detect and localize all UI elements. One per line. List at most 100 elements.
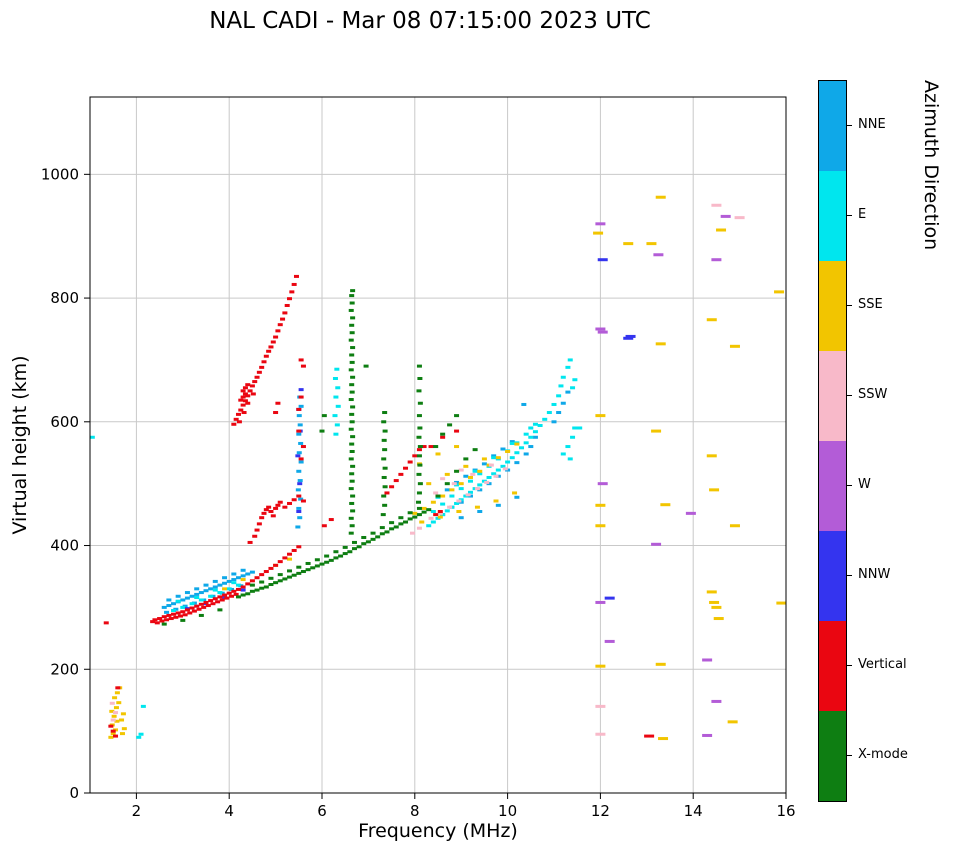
data-point-e <box>198 598 204 602</box>
data-point-x-mode <box>382 503 388 507</box>
data-point-vertical <box>256 522 262 526</box>
data-point-e <box>231 581 237 585</box>
x-tick-label: 4 <box>224 802 234 820</box>
data-point-x-mode <box>314 564 320 568</box>
data-point-vertical <box>298 457 304 461</box>
data-point-e <box>175 599 181 603</box>
data-point-vertical <box>328 518 334 522</box>
data-point-x-mode <box>435 494 441 498</box>
data-point-x-mode <box>349 449 355 453</box>
data-point-sse <box>658 737 669 741</box>
data-point-e <box>333 432 339 436</box>
data-point-x-mode <box>370 531 376 535</box>
data-point-nne <box>212 579 218 583</box>
data-point-sse <box>463 464 469 468</box>
data-point-nne <box>477 510 483 514</box>
data-point-nne <box>240 574 246 578</box>
data-point-sse <box>595 503 606 507</box>
data-point-x-mode <box>296 571 302 575</box>
data-point-x-mode <box>259 580 265 584</box>
data-point-nnw <box>297 482 303 486</box>
data-point-ssw <box>734 216 745 220</box>
colorbar-label-ssw: SSW <box>858 387 888 402</box>
data-point-nne <box>296 432 302 436</box>
data-point-ssw <box>474 487 480 491</box>
data-point-x-mode <box>319 429 325 433</box>
colorbar-segment-nne <box>819 81 846 171</box>
data-point-e <box>565 445 571 449</box>
data-point-ssw <box>470 472 476 476</box>
data-point-vertical <box>321 524 327 528</box>
data-point-x-mode <box>180 618 186 622</box>
data-point-x-mode <box>382 448 388 452</box>
data-point-e <box>551 402 557 406</box>
data-point-ssw <box>458 468 464 472</box>
colorbar-label-e: E <box>858 207 867 222</box>
data-point-e <box>180 605 186 609</box>
data-point-nne <box>180 598 186 602</box>
data-point-x-mode <box>417 482 423 486</box>
data-point-vertical <box>224 596 230 600</box>
data-point-vertical <box>157 617 163 621</box>
data-point-x-mode <box>349 294 355 298</box>
data-point-nne <box>184 591 190 595</box>
data-point-vertical <box>266 505 272 509</box>
data-point-e <box>477 472 483 476</box>
data-point-x-mode <box>379 532 385 536</box>
data-point-nne <box>203 589 209 593</box>
y-tick-label: 1000 <box>41 165 79 183</box>
x-tick-label: 14 <box>684 802 703 820</box>
data-point-x-mode <box>300 570 306 574</box>
data-point-sse <box>287 557 293 561</box>
data-point-x-mode <box>198 613 204 617</box>
data-point-ssw <box>451 482 457 486</box>
data-point-vertical <box>300 445 306 449</box>
colorbar-segment-x-mode <box>819 711 846 801</box>
data-point-e <box>333 395 339 399</box>
data-point-x-mode <box>381 457 387 461</box>
data-point-nne <box>444 488 450 492</box>
data-point-x-mode <box>416 506 422 510</box>
data-point-x-mode <box>398 522 404 526</box>
colorbar-tick <box>847 485 852 486</box>
data-point-sse <box>119 732 125 736</box>
data-point-w <box>597 330 608 334</box>
data-point-e <box>138 732 144 736</box>
data-point-nnw <box>295 454 301 458</box>
colorbar-segment-nnw <box>819 531 846 621</box>
data-point-x-mode <box>348 308 354 312</box>
data-point-w <box>595 600 606 604</box>
data-point-e <box>335 404 341 408</box>
data-point-vertical <box>249 579 255 583</box>
data-point-e <box>570 435 576 439</box>
data-point-e <box>514 451 520 455</box>
data-point-x-mode <box>349 479 355 483</box>
colorbar-tick <box>847 395 852 396</box>
data-point-vertical <box>159 619 165 623</box>
data-point-x-mode <box>349 383 355 387</box>
data-point-x-mode <box>417 463 423 467</box>
data-point-x-mode <box>382 429 388 433</box>
data-point-x-mode <box>245 592 251 596</box>
data-point-sse <box>505 449 511 453</box>
data-point-x-mode <box>417 401 423 405</box>
data-point-e <box>567 358 573 362</box>
chart-title: NAL CADI - Mar 08 07:15:00 2023 UTC <box>209 8 651 34</box>
data-point-vertical <box>259 516 265 520</box>
data-point-nne <box>166 604 172 608</box>
data-point-x-mode <box>379 526 385 530</box>
data-point-w <box>597 482 608 486</box>
data-point-nne <box>249 570 255 574</box>
data-point-e <box>189 602 195 606</box>
data-point-w <box>651 542 662 546</box>
data-point-x-mode <box>305 568 311 572</box>
data-point-e <box>89 435 95 439</box>
data-point-e <box>556 394 562 398</box>
data-point-e <box>542 417 548 421</box>
data-point-nne <box>514 495 520 499</box>
data-point-nne <box>528 445 534 449</box>
data-point-vertical <box>428 445 434 449</box>
data-point-vertical <box>282 505 288 509</box>
data-point-sse <box>727 720 738 724</box>
data-point-x-mode <box>398 516 404 520</box>
